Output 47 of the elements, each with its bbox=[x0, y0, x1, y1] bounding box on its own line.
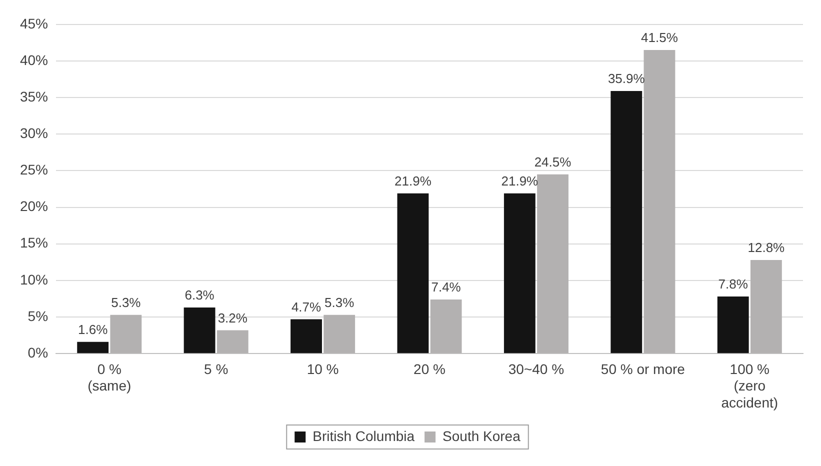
y-tick-label: 10% bbox=[20, 271, 48, 288]
y-tick-label: 20% bbox=[20, 198, 48, 214]
data-label: 12.8% bbox=[748, 240, 786, 256]
bar bbox=[290, 319, 322, 354]
y-tick-label: 45% bbox=[20, 15, 48, 32]
bar bbox=[77, 342, 109, 354]
y-tick-label: 35% bbox=[20, 88, 48, 104]
bar bbox=[216, 330, 248, 354]
data-label: 6.3% bbox=[184, 288, 215, 303]
data-label: 3.2% bbox=[218, 310, 248, 326]
bar bbox=[537, 174, 568, 354]
legend-label: South Korea bbox=[442, 428, 521, 444]
x-tick-label: 20 % bbox=[414, 360, 446, 377]
y-tick-label: 15% bbox=[20, 234, 48, 251]
x-tick-label: 100 % (zero accident) bbox=[721, 360, 778, 410]
data-label: 5.3% bbox=[324, 294, 355, 310]
y-tick-label: 30% bbox=[20, 124, 48, 141]
data-label: 21.9% bbox=[501, 173, 539, 188]
x-tick-label: 30~40 % bbox=[508, 360, 564, 377]
legend-label: British Columbia bbox=[312, 428, 415, 444]
bar bbox=[430, 299, 462, 354]
bar bbox=[184, 308, 216, 354]
data-label: 5.3% bbox=[111, 294, 142, 310]
bar bbox=[750, 260, 782, 354]
x-tick-label: 0 % (same) bbox=[88, 360, 132, 394]
y-tick-label: 25% bbox=[20, 162, 48, 178]
data-label: 7.8% bbox=[718, 276, 748, 292]
y-tick-label: 5% bbox=[28, 308, 48, 324]
x-tick-label: 5 % bbox=[204, 360, 228, 377]
bar bbox=[504, 193, 536, 354]
bar bbox=[324, 314, 356, 354]
bar bbox=[110, 314, 142, 354]
data-label: 1.6% bbox=[78, 322, 108, 337]
x-tick-label: 10 % bbox=[306, 360, 339, 377]
bar bbox=[397, 193, 429, 354]
x-tick-label: 50 % or more bbox=[600, 360, 686, 377]
y-tick-label: 40% bbox=[20, 52, 48, 68]
data-label: 21.9% bbox=[394, 173, 432, 188]
bar bbox=[610, 90, 642, 354]
bar bbox=[644, 50, 676, 354]
bar bbox=[717, 296, 749, 354]
data-label: 41.5% bbox=[641, 30, 678, 46]
y-tick-label: 0% bbox=[28, 344, 48, 360]
data-label: 35.9% bbox=[608, 71, 646, 86]
data-label: 24.5% bbox=[534, 154, 572, 170]
data-label: 7.4% bbox=[431, 280, 462, 295]
data-label: 4.7% bbox=[291, 299, 322, 314]
